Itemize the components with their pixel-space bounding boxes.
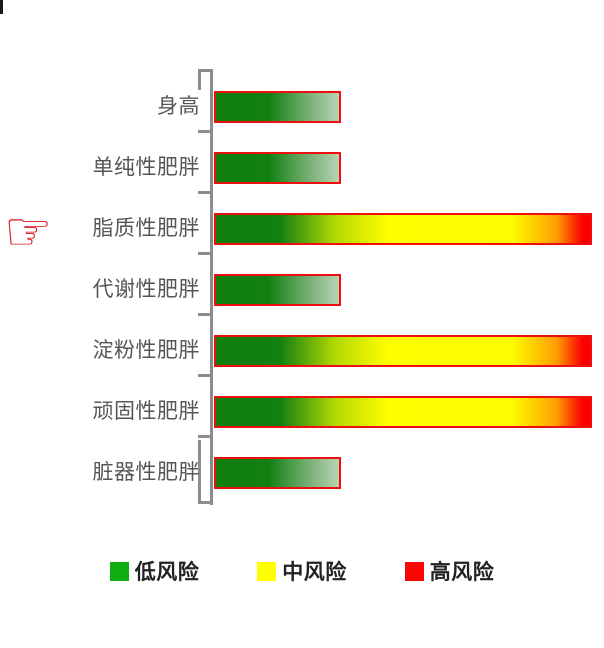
axis-tick: [198, 501, 213, 504]
legend-label: 中风险: [282, 561, 347, 584]
axis-tick: [198, 191, 213, 194]
legend-item-high-risk: 高风险: [404, 559, 495, 584]
low-risk-swatch-icon: [109, 561, 129, 581]
legend-item-low-risk: 低风险: [109, 559, 200, 584]
axis-tick: [198, 130, 213, 133]
risk-bar: [214, 396, 592, 428]
axis-tick: [198, 313, 213, 316]
chart-row: 顽固性肥胖: [0, 396, 604, 428]
risk-bar: [214, 335, 592, 367]
mid-risk-swatch-icon: [257, 561, 277, 581]
pointing-hand-icon: ☞: [4, 200, 53, 263]
category-label: 顽固性肥胖: [92, 400, 200, 423]
chart-row: 脂质性肥胖: [0, 213, 604, 245]
category-label: 身高: [157, 95, 200, 118]
category-label: 单纯性肥胖: [92, 156, 200, 179]
category-label: 脂质性肥胖: [92, 217, 200, 240]
category-label: 代谢性肥胖: [92, 278, 200, 301]
category-label: 淀粉性肥胖: [92, 339, 200, 362]
legend: 低风险 中风险 高风险: [0, 559, 604, 584]
high-risk-swatch-icon: [404, 561, 424, 581]
risk-bar: [214, 91, 341, 123]
risk-bar: [214, 152, 341, 184]
legend-label: 低风险: [134, 561, 200, 584]
axis-tick: [198, 374, 213, 377]
risk-bar: [214, 213, 592, 245]
axis-top-cap: [198, 69, 201, 90]
chart-row: 代谢性肥胖: [0, 274, 604, 306]
axis-tick: [198, 435, 213, 438]
chart-row: 单纯性肥胖: [0, 152, 604, 184]
chart-row: 淀粉性肥胖: [0, 335, 604, 367]
axis-bottom-cap: [198, 440, 201, 504]
corner-mark: [0, 0, 3, 14]
axis-tick: [198, 69, 213, 72]
risk-bar: [214, 274, 341, 306]
chart-row: 脏器性肥胖: [0, 457, 604, 489]
y-axis-line: [210, 69, 213, 505]
legend-item-mid-risk: 中风险: [257, 559, 347, 584]
legend-label: 高风险: [429, 561, 495, 584]
axis-tick: [198, 252, 213, 255]
category-label: 脏器性肥胖: [92, 461, 200, 484]
chart-row: 身高: [0, 91, 604, 123]
risk-bar: [214, 457, 341, 489]
